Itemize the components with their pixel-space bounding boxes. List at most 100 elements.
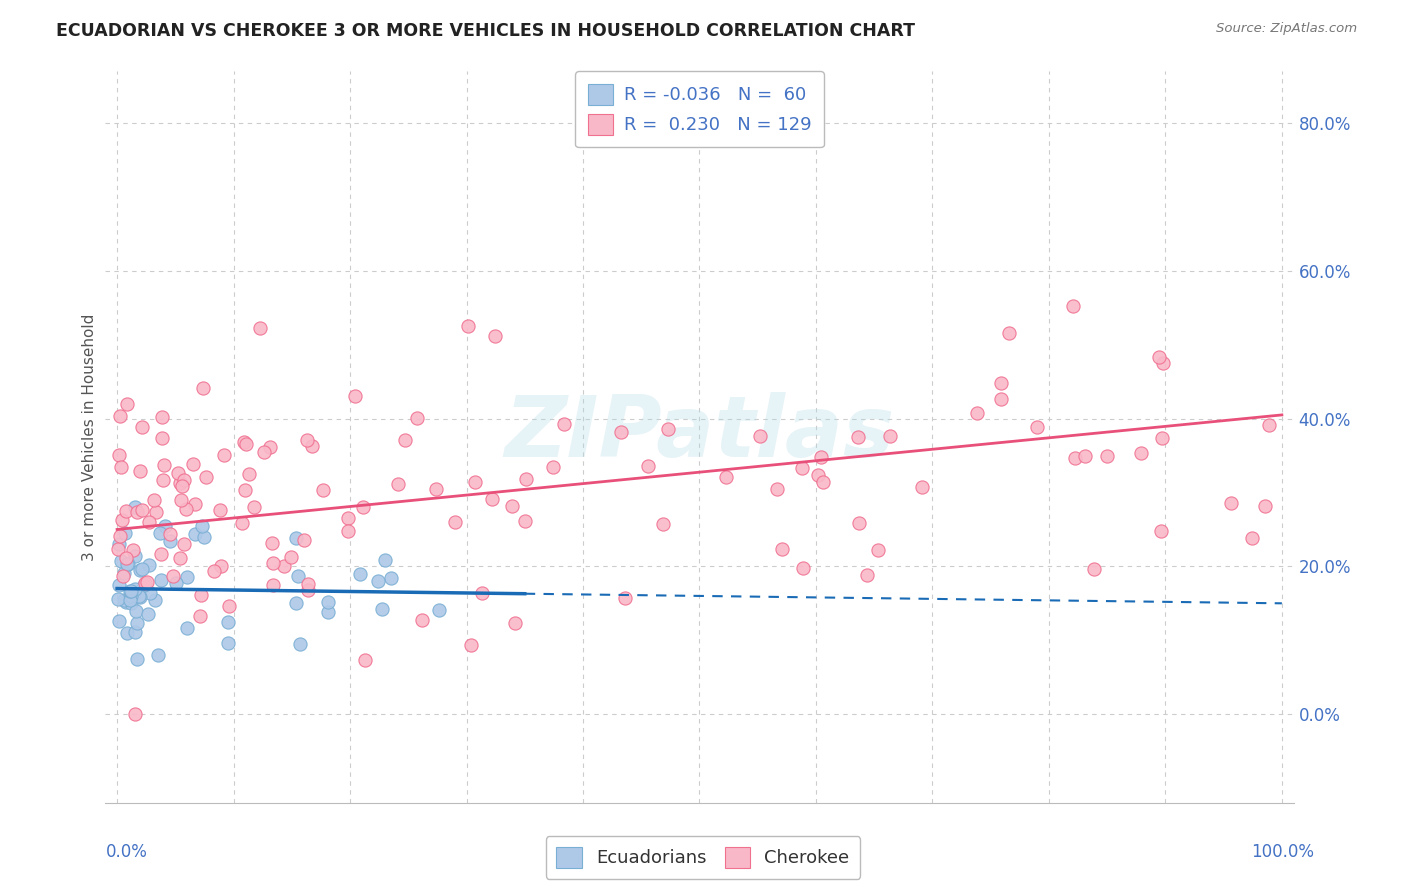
Point <box>190 608 212 623</box>
Point <box>194 470 217 484</box>
Point <box>122 543 145 558</box>
Point <box>127 504 149 518</box>
Point <box>998 326 1021 340</box>
Point <box>112 592 135 607</box>
Point <box>110 460 132 475</box>
Point <box>285 531 308 545</box>
Point <box>231 516 253 530</box>
Point <box>716 470 738 484</box>
Point <box>217 636 239 650</box>
Point <box>273 559 295 574</box>
Point <box>124 549 146 563</box>
Point <box>145 505 167 519</box>
Point <box>1095 449 1118 463</box>
Point <box>143 492 166 507</box>
Point <box>112 568 135 582</box>
Point <box>115 551 138 566</box>
Point <box>150 547 173 561</box>
Point <box>344 389 367 403</box>
Point <box>190 589 212 603</box>
Point <box>115 595 138 609</box>
Point <box>990 392 1012 406</box>
Point <box>284 597 307 611</box>
Point <box>159 534 181 549</box>
Point <box>807 468 830 483</box>
Text: 100.0%: 100.0% <box>1251 843 1315 861</box>
Point <box>349 566 371 581</box>
Point <box>176 570 198 584</box>
Point <box>1062 299 1084 313</box>
Point <box>120 592 142 607</box>
Point <box>152 410 174 425</box>
Point <box>209 558 232 573</box>
Point <box>125 604 148 618</box>
Point <box>238 467 260 482</box>
Point <box>152 473 174 487</box>
Point <box>810 450 832 464</box>
Point <box>610 425 633 440</box>
Point <box>1254 499 1277 513</box>
Point <box>127 652 149 666</box>
Point <box>174 502 197 516</box>
Point <box>233 483 256 497</box>
Point <box>1240 531 1263 545</box>
Point <box>218 599 240 614</box>
Point <box>316 605 339 619</box>
Point <box>112 566 135 581</box>
Point <box>124 625 146 640</box>
Text: 0.0%: 0.0% <box>105 843 148 861</box>
Point <box>107 541 129 556</box>
Point <box>131 420 153 434</box>
Point <box>1064 451 1087 466</box>
Point <box>297 582 319 597</box>
Point <box>131 503 153 517</box>
Point <box>792 561 814 575</box>
Point <box>143 593 166 607</box>
Point <box>292 533 315 547</box>
Point <box>541 460 564 475</box>
Point <box>212 448 235 462</box>
Point <box>484 329 506 343</box>
Point <box>868 542 890 557</box>
Point <box>169 493 191 508</box>
Point <box>966 406 988 420</box>
Point <box>110 529 132 543</box>
Point <box>287 569 309 583</box>
Point <box>501 499 523 513</box>
Point <box>128 589 150 603</box>
Point <box>124 582 146 597</box>
Point <box>169 475 191 490</box>
Point <box>120 596 142 610</box>
Point <box>651 517 673 532</box>
Point <box>176 621 198 635</box>
Point <box>259 440 281 454</box>
Point <box>1257 417 1279 432</box>
Point <box>169 550 191 565</box>
Point <box>134 576 156 591</box>
Point <box>846 430 869 444</box>
Point <box>107 448 129 462</box>
Point <box>129 590 152 604</box>
Point <box>150 573 173 587</box>
Point <box>352 500 374 514</box>
Point <box>149 525 172 540</box>
Point <box>460 638 482 652</box>
Point <box>138 515 160 529</box>
Point <box>124 500 146 515</box>
Point <box>1152 431 1174 445</box>
Point <box>153 519 176 533</box>
Point <box>262 536 284 550</box>
Point <box>336 524 359 538</box>
Point <box>138 558 160 572</box>
Point <box>173 473 195 487</box>
Point <box>181 457 204 471</box>
Point <box>262 556 284 570</box>
Point <box>990 376 1012 390</box>
Point <box>127 585 149 599</box>
Text: ZIPatlas: ZIPatlas <box>505 392 894 475</box>
Point <box>110 409 132 423</box>
Point <box>118 584 141 599</box>
Point <box>405 410 427 425</box>
Point <box>108 578 131 592</box>
Point <box>253 445 276 459</box>
